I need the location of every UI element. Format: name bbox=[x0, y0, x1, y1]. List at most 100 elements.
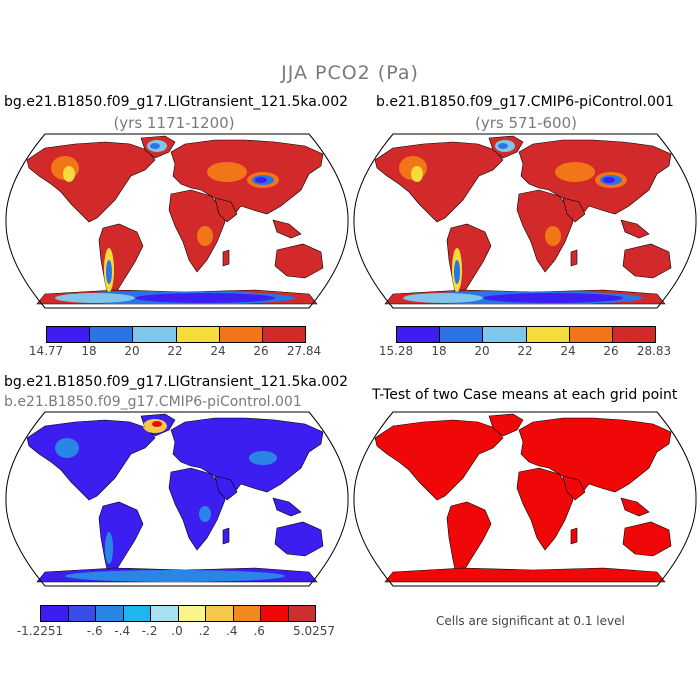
land-se_asia bbox=[620, 219, 650, 239]
colorbar-swatch bbox=[176, 327, 220, 342]
colorbar-swatch bbox=[261, 606, 289, 621]
map-bottom-left bbox=[5, 411, 349, 587]
land-arabia bbox=[562, 197, 586, 223]
field-patch bbox=[603, 177, 615, 183]
colorbar-tick-label: -.4 bbox=[114, 624, 131, 638]
panel-tr-title: b.e21.B1850.f09_g17.CMIP6-piControl.001 bbox=[376, 94, 674, 110]
colorbar-swatch bbox=[206, 606, 234, 621]
colorbar-tick-label: .0 bbox=[171, 624, 183, 638]
colorbar-swatch bbox=[483, 327, 527, 342]
land-madagascar bbox=[222, 527, 230, 545]
colorbar-tick-label: 18 bbox=[431, 344, 447, 358]
land-greenland bbox=[488, 413, 524, 437]
colorbar-tick-label: 20 bbox=[474, 344, 490, 358]
field-patch bbox=[135, 293, 275, 303]
colorbar-tick-label: .4 bbox=[226, 624, 238, 638]
field-patch bbox=[403, 293, 483, 303]
colorbar-tick-label: -1.2251 bbox=[16, 624, 64, 638]
field-overlay bbox=[55, 419, 285, 582]
colorbar-bottom-left-labels: -1.2251 -.6 -.4 -.2 .0 .2 .4 .6 5.0257 bbox=[17, 624, 335, 640]
colorbar-tick-label: -.2 bbox=[141, 624, 158, 638]
colorbar-tick-label: -.6 bbox=[86, 624, 103, 638]
colorbar-swatch bbox=[90, 327, 134, 342]
land-eurasia bbox=[170, 417, 324, 495]
colorbar-tick-label: 18 bbox=[81, 344, 97, 358]
field-patch bbox=[65, 570, 285, 582]
colorbar-tick-label: 26 bbox=[603, 344, 619, 358]
colorbar-tick-label: 20 bbox=[124, 344, 140, 358]
map-top-left bbox=[5, 133, 349, 309]
colorbar-swatch bbox=[262, 327, 306, 342]
field-patch bbox=[55, 438, 79, 458]
land-eurasia bbox=[518, 417, 672, 495]
colorbar-tick-label: 22 bbox=[517, 344, 533, 358]
map-outline bbox=[353, 133, 697, 309]
colorbar-swatch bbox=[178, 606, 206, 621]
land-arabia bbox=[214, 475, 238, 501]
land-australia bbox=[622, 521, 672, 557]
map-bottom-right bbox=[353, 411, 697, 587]
field-patch bbox=[55, 293, 135, 303]
colorbar-tick-label: 22 bbox=[167, 344, 183, 358]
land-antarctica bbox=[384, 567, 666, 583]
land-se_asia bbox=[620, 497, 650, 517]
colorbar-top-left-labels: 14.77 18 20 22 24 26 27.84 bbox=[29, 344, 321, 360]
land-madagascar bbox=[570, 249, 578, 267]
colorbar-swatch bbox=[440, 327, 484, 342]
field-patch bbox=[498, 143, 508, 149]
colorbar-tick-label: 24 bbox=[560, 344, 576, 358]
land-arabia bbox=[562, 475, 586, 501]
field-overlay bbox=[399, 140, 643, 304]
colorbar-tick-label: .2 bbox=[198, 624, 211, 638]
colorbar-swatch bbox=[526, 327, 570, 342]
colorbar-swatch bbox=[41, 606, 69, 621]
colorbar-swatch bbox=[569, 327, 613, 342]
land-africa bbox=[168, 189, 226, 273]
colorbar-tick-label: .6 bbox=[253, 624, 265, 638]
colorbar-swatch bbox=[288, 606, 315, 621]
panel-tr-subtitle: (yrs 571-600) bbox=[474, 114, 577, 132]
land-namerica bbox=[374, 419, 504, 501]
panel-tl-subtitle: (yrs 1171-1200) bbox=[113, 114, 235, 132]
field-patch bbox=[207, 162, 247, 182]
colorbar-swatch bbox=[397, 327, 441, 342]
field-patch bbox=[454, 260, 460, 284]
panel-bl-subtitle: b.e21.B1850.f09_g17.CMIP6-piControl.001 bbox=[4, 394, 302, 410]
colorbar-tick-label: 24 bbox=[210, 344, 226, 358]
field-patch bbox=[555, 162, 595, 182]
land-se_asia bbox=[272, 219, 302, 239]
colorbar-tick-label: 26 bbox=[253, 344, 269, 358]
colorbar-tick-label: 28.83 bbox=[636, 344, 672, 358]
land-arabia bbox=[214, 197, 238, 223]
field-patch bbox=[105, 532, 113, 564]
land-africa bbox=[516, 467, 574, 551]
land-australia bbox=[622, 243, 672, 279]
map-top-right bbox=[353, 133, 697, 309]
field-patch bbox=[199, 506, 211, 522]
field-patch bbox=[152, 421, 162, 427]
field-overlay bbox=[51, 140, 295, 304]
land-eurasia bbox=[518, 139, 672, 217]
colorbar-swatch bbox=[133, 327, 177, 342]
colorbar-bottom-left bbox=[40, 605, 316, 622]
land-eurasia bbox=[170, 139, 324, 217]
map-outline bbox=[5, 411, 349, 587]
colorbar-tick-label: 5.0257 bbox=[293, 624, 335, 638]
land-madagascar bbox=[222, 249, 230, 267]
field-patch bbox=[483, 293, 623, 303]
field-patch bbox=[255, 177, 267, 183]
land-africa bbox=[516, 189, 574, 273]
field-patch bbox=[249, 451, 277, 465]
field-patch bbox=[106, 260, 112, 284]
colorbar-swatch bbox=[612, 327, 656, 342]
field-patch bbox=[545, 226, 561, 246]
colorbar-top-left bbox=[46, 326, 306, 343]
colorbar-swatch bbox=[219, 327, 263, 342]
significance-note: Cells are significant at 0.1 level bbox=[436, 614, 625, 628]
land-australia bbox=[274, 521, 324, 557]
panel-bl-title: bg.e21.B1850.f09_g17.LIGtransient_121.5k… bbox=[4, 374, 349, 390]
land-australia bbox=[274, 243, 324, 279]
field-patch bbox=[197, 226, 213, 246]
colorbar-tick-label: 14.77 bbox=[28, 344, 64, 358]
land-samerica bbox=[446, 501, 492, 579]
